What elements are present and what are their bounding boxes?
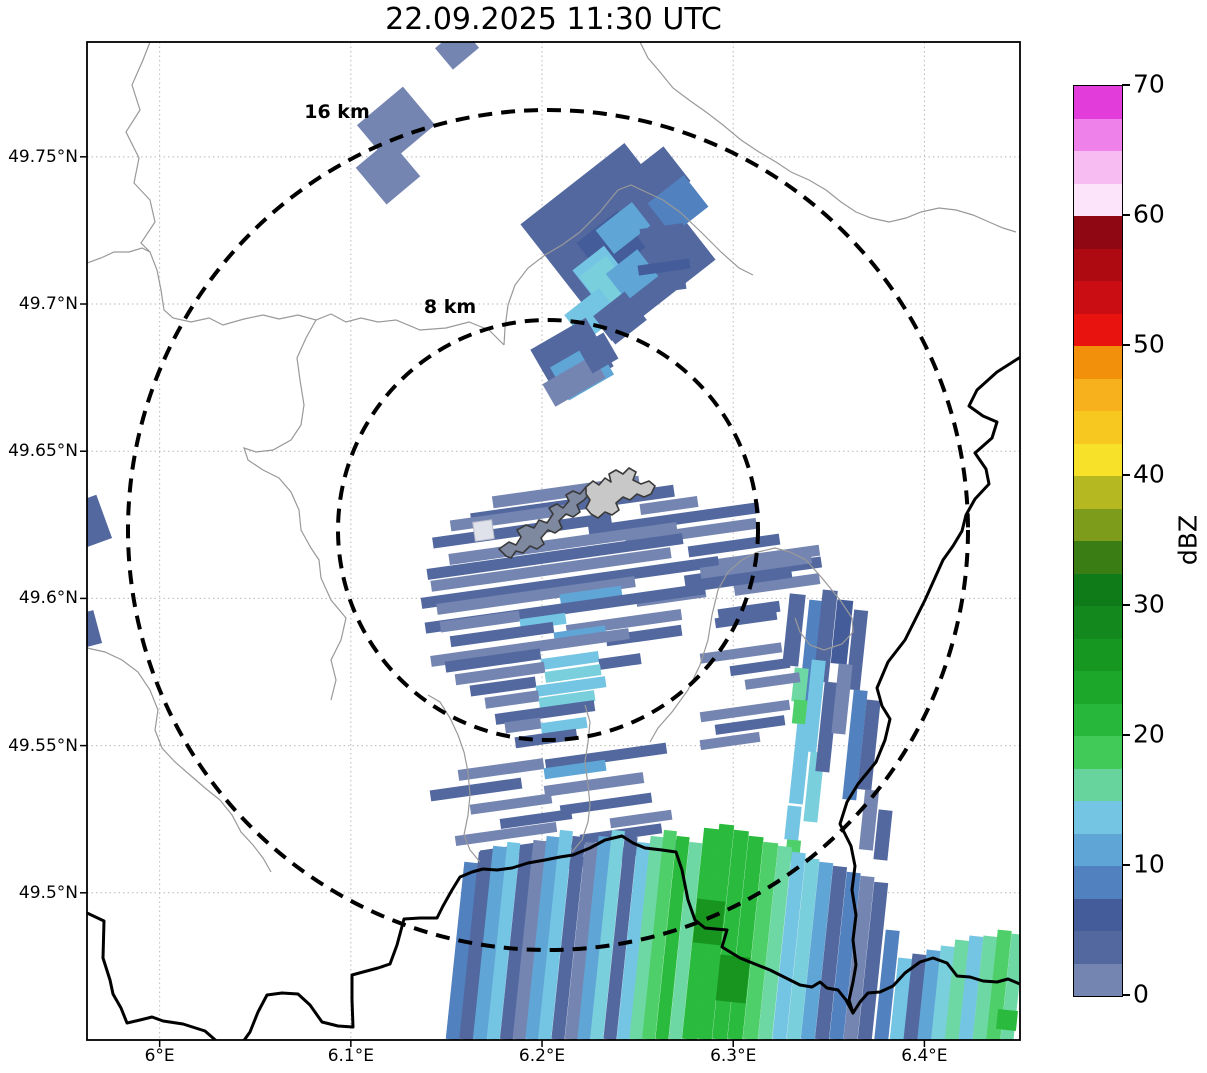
colorbar-band: [1074, 801, 1122, 834]
colorbar-band: [1074, 411, 1122, 444]
colorbar-tick-label: 70: [1133, 69, 1165, 99]
x-tick-label: 6°E: [144, 1046, 175, 1066]
colorbar-tick-mark: [1122, 214, 1130, 216]
x-tick-label: 6.1°E: [327, 1046, 374, 1066]
y-tick-label: 49.6°N: [18, 588, 78, 609]
radar-cells: [87, 42, 1020, 1040]
range-ring-label: 8 km: [423, 296, 477, 318]
colorbar-band: [1074, 606, 1122, 639]
axis-tick-marks: [80, 156, 926, 1047]
colorbar-band: [1074, 151, 1122, 184]
colorbar-band: [1074, 86, 1122, 119]
y-tick-label: 49.55°N: [8, 735, 78, 756]
plot-border: [86, 41, 1021, 1041]
colorbar-band: [1074, 931, 1122, 964]
colorbar-tick-label: 0: [1133, 979, 1149, 1009]
figure-title: 22.09.2025 11:30 UTC: [385, 2, 722, 37]
range-rings: [126, 108, 970, 952]
colorbar-band: [1074, 736, 1122, 769]
x-tick-label: 6.3°E: [710, 1046, 757, 1066]
colorbar-band: [1074, 866, 1122, 899]
colorbar-tick-label: 40: [1133, 459, 1165, 489]
colorbar-band: [1074, 476, 1122, 509]
colorbar-tick-mark: [1122, 604, 1130, 606]
y-tick-label: 49.65°N: [8, 441, 78, 462]
colorbar-band: [1074, 963, 1122, 996]
colorbar-band: [1074, 378, 1122, 411]
colorbar-band: [1074, 638, 1122, 671]
range-ring-label: 16 km: [304, 101, 370, 123]
colorbar-band: [1074, 768, 1122, 801]
colorbar-band: [1074, 703, 1122, 736]
colorbar-band: [1074, 541, 1122, 574]
colorbar-band: [1074, 443, 1122, 476]
colorbar-band: [1074, 216, 1122, 249]
colorbar-band: [1074, 248, 1122, 281]
colorbar-band: [1074, 118, 1122, 151]
y-tick-label: 49.5°N: [18, 882, 78, 903]
colorbar-tick-mark: [1122, 734, 1130, 736]
colorbar-band: [1074, 833, 1122, 866]
colorbar-band: [1074, 183, 1122, 216]
colorbar-tick-label: 30: [1133, 589, 1165, 619]
colorbar-tick-label: 50: [1133, 329, 1165, 359]
x-tick-label: 6.4°E: [901, 1046, 948, 1066]
country-border-lines: [87, 356, 1020, 1040]
y-tick-label: 49.75°N: [8, 146, 78, 167]
colorbar-tick-label: 60: [1133, 199, 1165, 229]
colorbar-band: [1074, 508, 1122, 541]
colorbar-band: [1074, 573, 1122, 606]
colorbar-axis-label: dBZ: [1173, 514, 1203, 566]
admin-boundary-lines: [87, 42, 1017, 873]
colorbar-band: [1074, 898, 1122, 931]
city-boundary-shape: [498, 467, 656, 559]
colorbar-tick-mark: [1122, 474, 1130, 476]
colorbar-band: [1074, 281, 1122, 314]
colorbar-band: [1074, 313, 1122, 346]
x-tick-label: 6.2°E: [518, 1046, 566, 1066]
colorbar-tick-mark: [1122, 84, 1130, 86]
colorbar-tick-mark: [1122, 864, 1130, 866]
colorbar: [1073, 85, 1123, 997]
colorbar-band: [1074, 671, 1122, 704]
colorbar-tick-mark: [1122, 344, 1130, 346]
colorbar-band: [1074, 346, 1122, 379]
y-tick-label: 49.7°N: [18, 294, 78, 314]
colorbar-tick-label: 10: [1133, 849, 1165, 879]
colorbar-tick-label: 20: [1133, 719, 1165, 749]
colorbar-tick-mark: [1122, 994, 1130, 996]
